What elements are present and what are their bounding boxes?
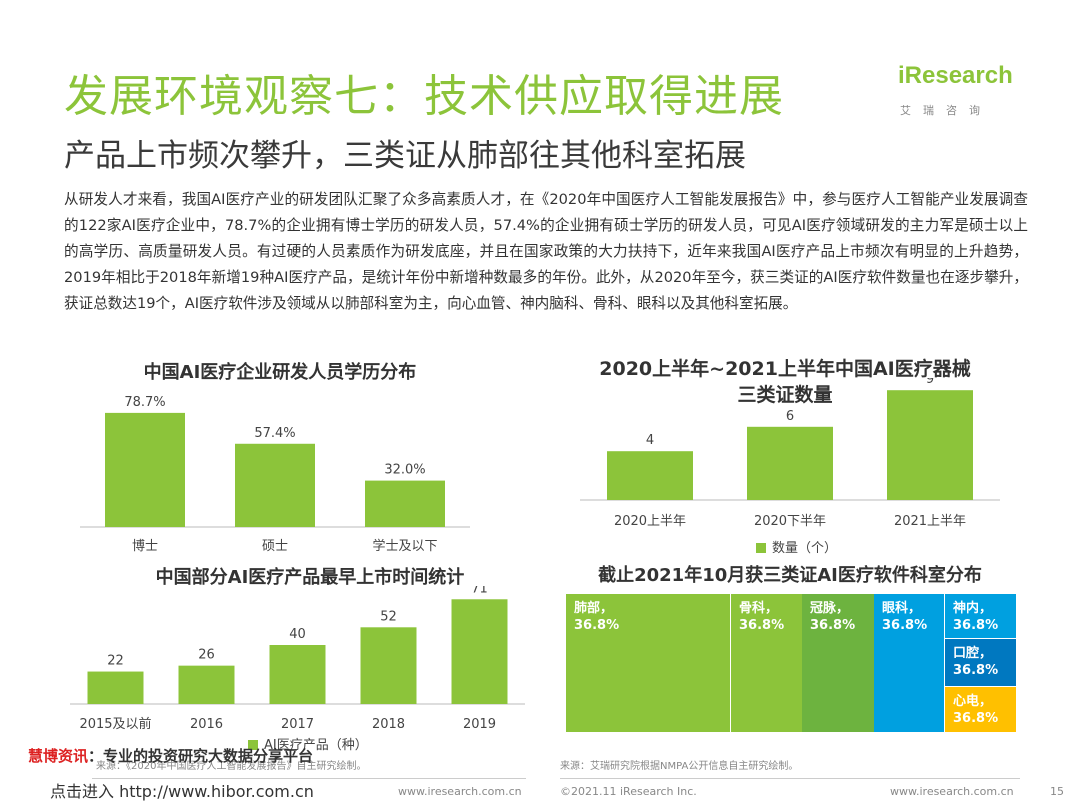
treemap-cell-coronary: 冠脉， 36.8% [802, 594, 874, 732]
footer-url-right[interactable]: www.iresearch.com.cn [890, 785, 1014, 798]
footer-copyright: ©2021.11 iResearch Inc. [560, 785, 697, 798]
bar-3 [360, 627, 417, 704]
legend-swatch [248, 740, 258, 750]
logo-main-text: iResearch [898, 62, 1013, 89]
treemap-cell-ecg: 心电， 36.8% [944, 686, 1016, 732]
data-label-2: 9 [926, 378, 934, 387]
bar-1 [178, 665, 235, 704]
cell-value: 36.8% [810, 618, 856, 633]
chart1-title: 中国AI医疗企业研发人员学历分布 [143, 362, 417, 383]
tick-label-1: 2016 [190, 717, 223, 732]
watermark-link[interactable]: 点击进入 http://www.hibor.com.cn [50, 782, 314, 801]
data-label-1: 6 [786, 409, 794, 424]
cell-value: 36.8% [739, 618, 785, 633]
treemap-cell-lung: 肺部， 36.8% [566, 594, 730, 732]
tick-label-1: 2020下半年 [754, 514, 826, 529]
cell-value: 36.8% [953, 711, 999, 726]
cell-name: 骨科， [739, 601, 779, 616]
body-paragraph: 从研发人才来看，我国AI医疗产业的研发团队汇聚了众多高素质人才，在《2020年中… [64, 191, 1029, 312]
page-title: 发展环境观察七：技术供应取得进展 [64, 71, 784, 122]
tick-label-2: 学士及以下 [372, 538, 437, 554]
chart3-title: 中国部分AI医疗产品最早上市时间统计 [155, 567, 465, 588]
cell-value: 36.8% [953, 663, 999, 678]
bar-1 [747, 426, 833, 500]
treemap-cell-orthopedics: 骨科， 36.8% [730, 594, 802, 732]
bar-2 [269, 645, 326, 704]
bar-0 [87, 671, 144, 704]
legend-label: AI医疗产品（种） [264, 738, 368, 753]
bar-0 [105, 412, 185, 527]
data-label-0: 22 [107, 654, 124, 669]
chart-launch-years: 22 2015及以前 26 2016 40 2017 52 2018 71 2019 AI医疗产品（… [70, 586, 525, 753]
data-label-1: 26 [198, 648, 215, 663]
treemap-cell-ophthalmology: 眼科， 36.8% [874, 594, 944, 732]
watermark-tagline: ：专业的投资研究大数据分享平台 [88, 747, 314, 765]
legend-label: 数量（个） [772, 541, 837, 556]
treemap-departments: 肺部， 36.8% 骨科， 36.8% 冠脉， 36.8% 眼科， 36.8% … [566, 594, 1016, 732]
bar-2 [365, 480, 445, 527]
tick-label-4: 2019 [463, 717, 496, 732]
logo-sub-text: 艾瑞咨询 [900, 104, 992, 117]
watermark-brand: 慧博资讯 [28, 747, 89, 765]
tick-label-0: 博士 [132, 539, 158, 554]
bar-2 [887, 390, 973, 500]
watermark-line1: 慧博资讯：专业的投资研究大数据分享平台 [28, 745, 313, 766]
legend-swatch [756, 543, 766, 553]
cell-name: 肺部， [574, 601, 614, 616]
source-left: 来源：《2020年中国医疗人工智能发展报告》自主研究绘制。 [96, 761, 367, 772]
tick-label-3: 2018 [372, 717, 405, 732]
data-label-1: 57.4% [254, 426, 295, 441]
treemap-cell-neurology: 神内， 36.8% [944, 594, 1016, 638]
chart2-title: 2020上半年~2021上半年中国AI医疗器械 三类证数量 [560, 356, 1010, 408]
cell-name: 冠脉， [810, 601, 850, 616]
tick-label-0: 2020上半年 [614, 514, 686, 529]
cell-value: 36.8% [953, 618, 999, 633]
page-subtitle: 产品上市频次攀升，三类证从肺部往其他科室拓展 [64, 138, 746, 174]
cell-name: 眼科， [882, 601, 922, 616]
data-label-3: 52 [380, 609, 397, 624]
data-label-0: 4 [646, 433, 654, 448]
cell-value: 36.8% [882, 618, 928, 633]
chart-education: 78.7% 博士 57.4% 硕士 32.0% 学士及以下 [80, 395, 470, 554]
chart4-title: 截止2021年10月获三类证AI医疗软件科室分布 [598, 565, 982, 586]
footer-url-left[interactable]: www.iresearch.com.cn [398, 785, 522, 798]
tick-label-1: 硕士 [262, 539, 288, 554]
cell-name: 神内， [953, 601, 993, 616]
chart2-title-line2: 三类证数量 [737, 384, 833, 406]
data-label-2: 32.0% [384, 463, 425, 478]
iresearch-logo: iResearch 艾瑞咨询 [898, 62, 1026, 118]
bar-4 [451, 599, 508, 704]
footer-divider-left [92, 778, 526, 779]
tick-label-2: 2017 [281, 717, 314, 732]
cell-name: 心电， [953, 694, 993, 709]
source-right: 来源：艾瑞研究院根据NMPA公开信息自主研究绘制。 [560, 761, 799, 772]
page-number: 15 [1050, 785, 1064, 798]
treemap-cell-dental: 口腔， 36.8% [944, 638, 1016, 686]
footer-divider-right [560, 778, 1020, 779]
data-label-0: 78.7% [124, 395, 165, 410]
data-label-2: 40 [289, 627, 306, 642]
data-label-4: 71 [471, 586, 488, 596]
bar-0 [607, 451, 693, 500]
cell-value: 36.8% [574, 618, 620, 633]
cell-name: 口腔， [953, 646, 993, 661]
bar-1 [235, 443, 315, 527]
tick-label-0: 2015及以前 [79, 716, 151, 732]
tick-label-2: 2021上半年 [894, 514, 966, 529]
chart2-title-line1: 2020上半年~2021上半年中国AI医疗器械 [599, 358, 971, 380]
